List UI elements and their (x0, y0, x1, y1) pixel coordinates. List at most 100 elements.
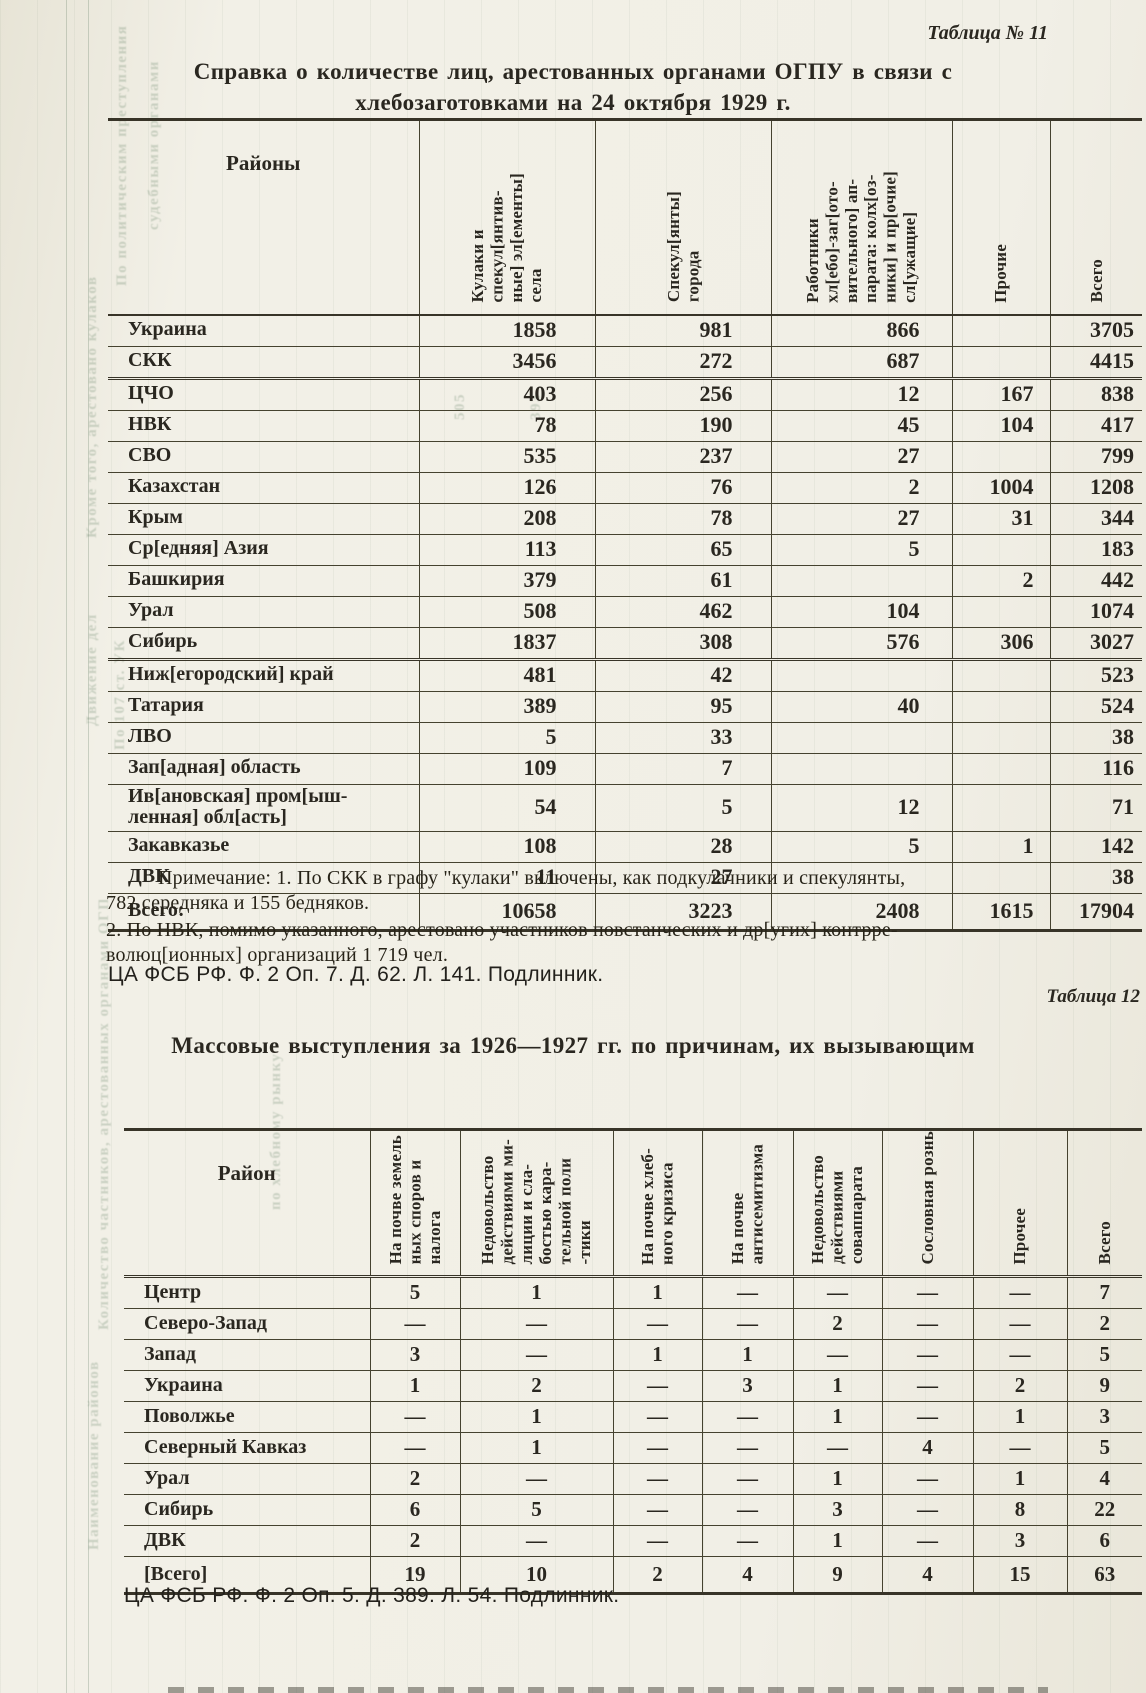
table-row: Урал 508 462 104 1074 (108, 596, 1142, 628)
value-cell: — (369, 1401, 460, 1434)
table-row: Крым 208 78 27 31 344 (108, 503, 1142, 535)
value-cell: 104 (951, 410, 1050, 442)
region-cell: ЛВО (108, 722, 419, 754)
column-header-label: Прочие (991, 243, 1011, 303)
value-cell: 981 (594, 314, 771, 347)
value-cell: — (459, 1339, 613, 1372)
value-cell: 65 (594, 534, 771, 566)
region-cell: Казахстан (108, 472, 419, 504)
value-cell: 3027 (1049, 627, 1142, 661)
value-cell: 2 (369, 1525, 460, 1558)
value-cell: 1 (459, 1401, 613, 1434)
value-cell: 3705 (1049, 314, 1142, 347)
header-row: Районы Кулаки и спекул[янтив- ные] эл[ем… (108, 119, 1142, 316)
region-cell: Украина (108, 314, 419, 347)
value-cell: 27 (770, 503, 952, 535)
table-row: СВО 535 237 27 799 (108, 441, 1142, 473)
table12-label: Таблица 12 (1046, 986, 1140, 1007)
value-cell: 33 (594, 722, 771, 754)
value-cell: — (792, 1276, 882, 1310)
region-cell: ЦЧО (108, 378, 419, 411)
value-cell: 256 (594, 378, 771, 411)
value-cell: 4 (881, 1432, 973, 1465)
value-cell: — (612, 1370, 702, 1403)
table-row: НВК 78 190 45 104 417 (108, 410, 1142, 442)
value-cell: — (881, 1370, 973, 1403)
value-cell: 183 (1049, 534, 1142, 566)
value-cell: — (701, 1308, 793, 1341)
table-row: Зап[адная] область 109 7 116 (108, 753, 1142, 785)
value-cell: 5 (418, 722, 595, 754)
value-cell: 31 (951, 503, 1050, 535)
value-cell: 2 (612, 1556, 702, 1596)
value-cell: 109 (418, 753, 595, 785)
table-row: Сибирь 1837 308 576 306 3027 (108, 627, 1142, 661)
value-cell: 7 (1066, 1276, 1142, 1310)
table-row: ДВК 2— — —1—3 6 (124, 1525, 1142, 1558)
note-paragraph-2: 2. По НВК, помимо указанного, арестовано… (106, 919, 898, 966)
table-row: Сибирь 6 5— —3—8 22 (124, 1494, 1142, 1527)
table-row: Северо-Запад — — — —2— —2 (124, 1308, 1142, 1341)
protests-table-grid: Район На почве земель ных споров и налог… (124, 1128, 1142, 1596)
table-row: Ив[ановская] пром[ыш- ленная] обл[асть] 5… (108, 784, 1142, 832)
value-cell (951, 659, 1050, 692)
column-header-label: Спекул[янты] города (663, 191, 702, 303)
region-cell: Северный Кавказ (124, 1432, 370, 1465)
value-cell: 2 (972, 1370, 1067, 1403)
region-cell: Татария (108, 691, 419, 723)
column-header-militia-discontent: Недовольство действиями ми- лиции и сла-… (459, 1129, 613, 1279)
value-cell: 481 (418, 659, 595, 692)
value-cell: 5 (594, 784, 771, 832)
column-header-regions: Районы (108, 119, 419, 316)
value-cell: — (792, 1339, 882, 1372)
value-cell (770, 862, 952, 894)
value-cell: 3 (1066, 1401, 1142, 1434)
value-cell: — (881, 1276, 973, 1310)
column-header-label: Недовольство действиями соваппарата (808, 1155, 867, 1265)
value-cell: — (612, 1463, 702, 1496)
value-cell: 4415 (1049, 346, 1142, 380)
column-header-kulaks: Кулаки и спекул[янтив- ные] эл[ементы] с… (418, 119, 595, 316)
table-row: Украина 1858 981 866 3705 (108, 314, 1142, 347)
value-cell: 38 (1049, 862, 1142, 894)
value-cell: 42 (594, 659, 771, 692)
value-cell: 2408 (770, 893, 952, 932)
column-header-label: Всего (1095, 1221, 1115, 1265)
column-header-total: Всего (1066, 1129, 1142, 1279)
value-cell: — (972, 1339, 1067, 1372)
value-cell: 1208 (1049, 472, 1142, 504)
table-row: ДВК 11 27 38 (108, 862, 1142, 894)
value-cell: 6 (369, 1494, 460, 1527)
value-cell: 3 (369, 1339, 460, 1372)
value-cell: — (612, 1494, 702, 1527)
value-cell: 8 (972, 1494, 1067, 1527)
table-row: Башкирия 379 61 2 442 (108, 565, 1142, 597)
value-cell: 4 (701, 1556, 793, 1596)
value-cell: 1074 (1049, 596, 1142, 628)
column-header-label: На почве хлеб- ного кризиса (638, 1147, 677, 1265)
value-cell: 19 (369, 1556, 460, 1596)
value-cell: 167 (951, 378, 1050, 411)
region-cell: Всего: (108, 893, 419, 932)
value-cell (951, 596, 1050, 628)
value-cell: 10658 (418, 893, 595, 932)
table11-title: Справка о количестве лиц, арестованных о… (0, 56, 1146, 118)
column-header-land-disputes: На почве земель ных споров и налога (369, 1129, 460, 1279)
value-cell: 2 (369, 1463, 460, 1496)
value-cell: — (701, 1401, 793, 1434)
value-cell: 113 (418, 534, 595, 566)
value-cell: — (459, 1308, 613, 1341)
region-cell: [Всего] (124, 1556, 370, 1596)
table-row: Поволжье —1— —1—1 3 (124, 1401, 1142, 1434)
value-cell: 63 (1066, 1556, 1142, 1596)
column-header-antisemitism: На почве антисемитизма (701, 1129, 793, 1279)
value-cell: 45 (770, 410, 952, 442)
value-cell: 12 (770, 784, 952, 832)
column-header-label: На почве антисемитизма (728, 1144, 767, 1265)
value-cell: 417 (1049, 410, 1142, 442)
value-cell: 1 (459, 1432, 613, 1465)
region-cell: Башкирия (108, 565, 419, 597)
value-cell: 3 (701, 1370, 793, 1403)
region-cell: Урал (108, 596, 419, 628)
value-cell: 5 (770, 534, 952, 566)
